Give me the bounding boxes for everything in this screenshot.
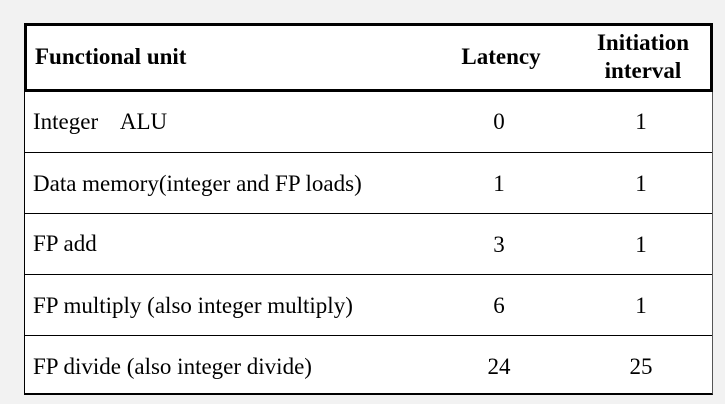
cell-initiation-interval: 1 xyxy=(635,293,647,318)
cell-functional-unit: FP divide (also integer divide) xyxy=(33,354,312,379)
cell-latency: 24 xyxy=(487,354,511,379)
cell-initiation-interval: 1 xyxy=(635,109,647,134)
table-row: FP divide (also integer divide) 24 25 xyxy=(25,336,712,397)
cell-functional-unit: FP add xyxy=(33,231,97,256)
table-row: FP multiply (also integer multiply) 6 1 xyxy=(25,275,712,336)
table-row: FP add 3 1 xyxy=(25,214,712,275)
cell-initiation-interval: 25 xyxy=(629,354,653,379)
header-initiation-line1: Initiation xyxy=(596,30,690,55)
cell-initiation-interval: 1 xyxy=(635,232,647,257)
header-functional-unit: Functional unit xyxy=(35,44,187,69)
cell-functional-unit: Integer ALU xyxy=(33,109,168,134)
cell-functional-unit: Data memory(integer and FP loads) xyxy=(33,171,362,196)
header-latency: Latency xyxy=(461,44,541,69)
cell-initiation-interval: 1 xyxy=(635,171,647,196)
cell-latency: 6 xyxy=(493,293,505,318)
table-header-row: Functional unit Latency Initiation inter… xyxy=(24,23,713,92)
cell-latency: 3 xyxy=(493,232,505,257)
cell-latency: 1 xyxy=(493,171,505,196)
latency-table: Functional unit Latency Initiation inter… xyxy=(24,23,713,395)
header-initiation-line2: interval xyxy=(604,58,682,83)
cell-latency: 0 xyxy=(493,109,505,134)
table-row: Integer ALU 0 1 xyxy=(25,92,712,153)
cell-functional-unit: FP multiply (also integer multiply) xyxy=(33,293,353,318)
table-row: Data memory(integer and FP loads) 1 1 xyxy=(25,153,712,214)
